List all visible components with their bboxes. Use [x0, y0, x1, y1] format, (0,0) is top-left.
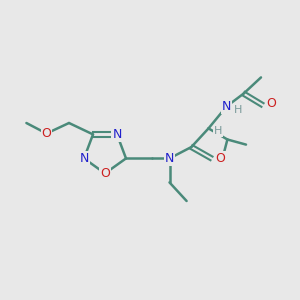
Text: O: O — [216, 152, 225, 165]
Text: H: H — [234, 105, 242, 115]
Text: N: N — [79, 152, 89, 165]
Text: N: N — [165, 152, 174, 165]
Text: N: N — [112, 128, 122, 141]
Text: O: O — [267, 97, 276, 110]
Text: O: O — [42, 127, 51, 140]
Text: H: H — [214, 126, 222, 136]
Text: N: N — [222, 100, 231, 113]
Text: O: O — [100, 167, 110, 180]
